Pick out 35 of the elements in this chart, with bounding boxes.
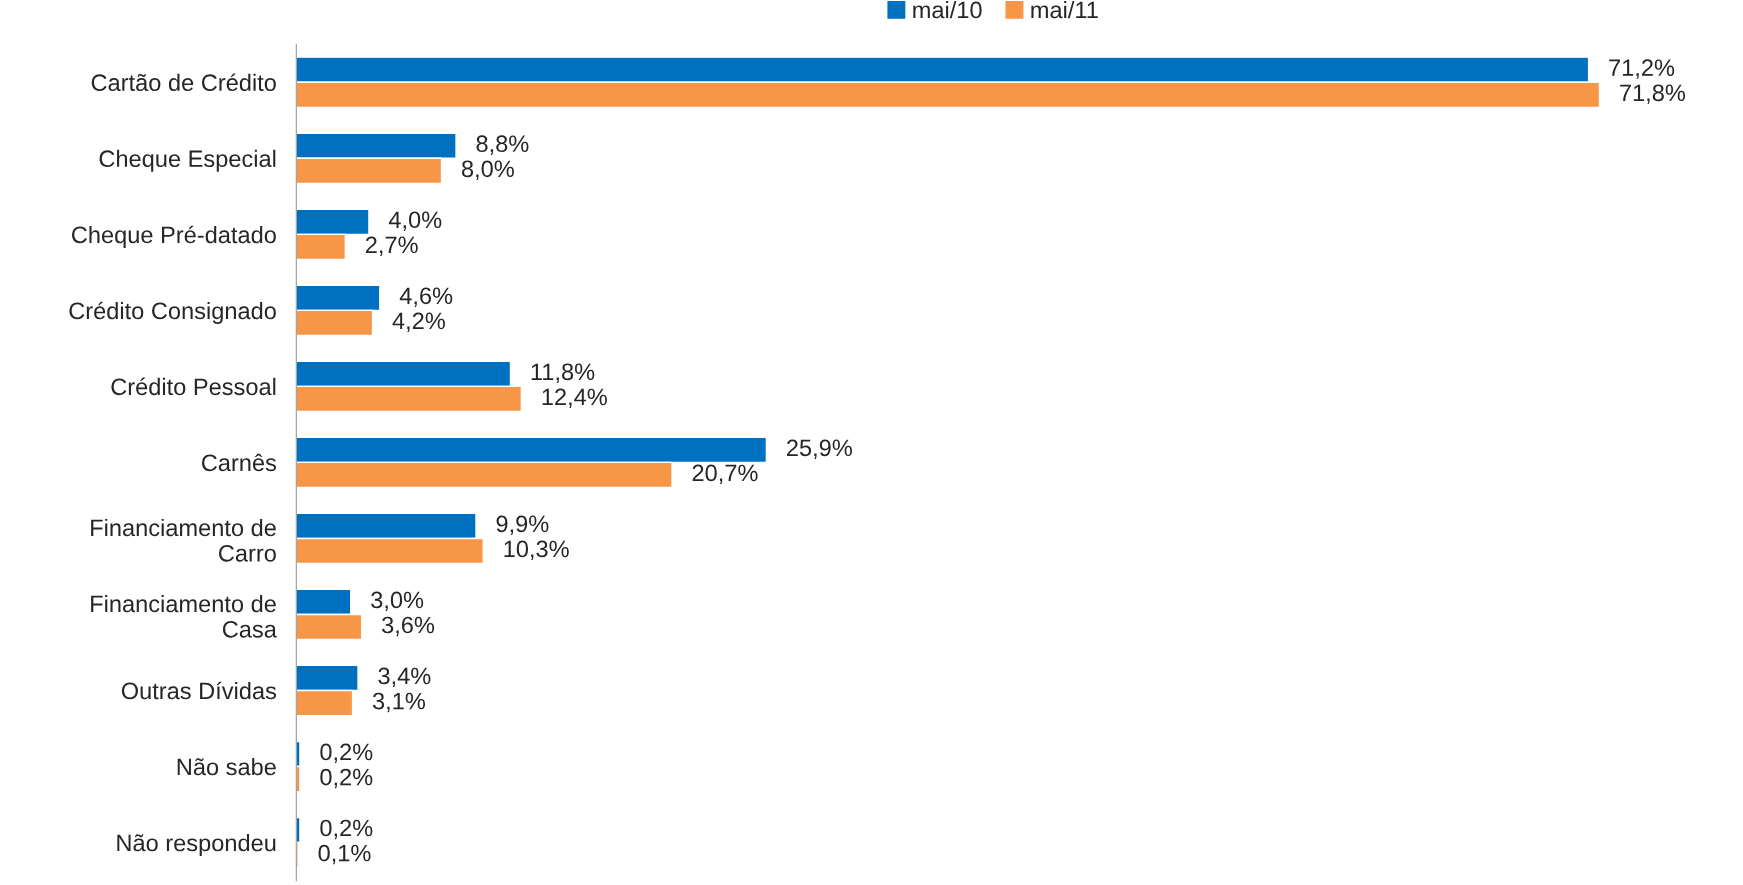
y-tick-label: Financiamento de Carro — [91, 518, 276, 562]
data-label: 4,0% — [388, 211, 442, 231]
y-tick-label: Não sabe — [177, 757, 276, 776]
data-label: 3,0% — [371, 591, 424, 612]
data-label: 3,6% — [382, 616, 435, 637]
data-label: 71,2% — [1609, 59, 1675, 79]
data-label: 71,8% — [1620, 84, 1686, 104]
data-label: 9,9% — [496, 515, 549, 536]
data-label: 8,0% — [461, 160, 514, 180]
data-label: 25,9% — [787, 439, 852, 459]
legend-label: mai/10 — [913, 0, 982, 19]
data-label: 0,2% — [320, 743, 373, 764]
data-label: 3,4% — [378, 667, 431, 688]
y-tick-label: Não respondeu — [117, 834, 276, 857]
data-label: 0,2% — [320, 819, 373, 840]
data-label: 12,4% — [542, 388, 607, 409]
data-label: 4,2% — [392, 312, 445, 333]
data-label: 3,1% — [372, 692, 425, 713]
data-label: 20,7% — [692, 464, 758, 485]
y-tick-label: Crédito Pessoal — [111, 377, 276, 396]
legend-label: mai/11 — [1031, 0, 1098, 19]
y-tick-label: Crédito Consignado — [69, 301, 276, 324]
data-label: 0,1% — [318, 844, 371, 865]
y-tick-label: Financiamento de Casa — [91, 594, 277, 638]
y-tick-label: Cheque Especial — [99, 149, 276, 172]
data-label: 10,3% — [504, 540, 569, 561]
y-tick-label: Carnês — [201, 453, 277, 472]
y-tick-label: Cheque Pré-datado — [71, 225, 276, 248]
data-label: 11,8% — [531, 363, 595, 383]
data-label: 8,8% — [476, 135, 529, 155]
y-tick-label: Cartão de Crédito — [91, 73, 276, 92]
y-tick-label: Outras Dívidas — [121, 681, 277, 700]
data-label: 4,6% — [399, 287, 453, 307]
data-label: 0,2% — [320, 768, 373, 789]
data-label: 2,7% — [365, 236, 418, 256]
